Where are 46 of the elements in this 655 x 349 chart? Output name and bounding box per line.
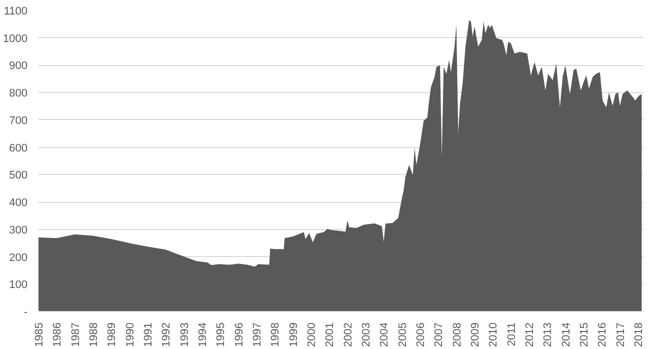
x-tick-label: 2002: [342, 322, 354, 347]
x-tick-label: 2000: [306, 322, 318, 347]
y-tick-label: 300: [9, 224, 28, 236]
y-tick-label: -: [24, 306, 28, 318]
x-tick-label: 1987: [70, 322, 82, 347]
y-tick-label: 900: [9, 60, 28, 72]
y-tick-label: 600: [9, 142, 28, 154]
x-tick-label: 2010: [488, 322, 500, 347]
x-tick-label: 2012: [524, 322, 536, 347]
y-tick-label: 1100: [4, 6, 28, 18]
y-tick-label: 800: [9, 88, 28, 100]
y-tick-label: 400: [9, 197, 28, 210]
x-tick-label: 1992: [160, 322, 173, 347]
x-tick-label: 1999: [288, 322, 300, 347]
x-tick-label: 1988: [88, 322, 100, 347]
x-tick-label: 1991: [142, 322, 155, 347]
x-tick-label: 2003: [360, 322, 373, 347]
x-tick-label: 1989: [106, 322, 118, 347]
x-tick-label: 2014: [560, 322, 572, 347]
x-tick-label: 2008: [451, 322, 464, 347]
x-tick-label: 1997: [252, 322, 264, 347]
x-tick-label: 2004: [378, 322, 391, 347]
x-tick-label: 1998: [270, 322, 282, 347]
x-tick-label: 1995: [215, 322, 228, 347]
x-tick-label: 1990: [124, 322, 136, 347]
x-tick-label: 2001: [324, 322, 336, 347]
x-tick-label: 2013: [542, 322, 554, 347]
y-tick-label: 700: [9, 114, 28, 127]
y-tick-label: 1000: [3, 32, 28, 45]
x-tick-label: 2009: [470, 322, 482, 347]
x-tick-label: 2015: [578, 322, 591, 347]
y-tick-label: 500: [9, 170, 28, 182]
x-tick-label: 1993: [178, 322, 191, 347]
x-tick-label: 2018: [633, 322, 646, 347]
x-tick-label: 2016: [596, 322, 609, 347]
x-tick-label: 1986: [52, 322, 64, 347]
x-tick-label: 1985: [34, 322, 46, 347]
x-tick-label: 2005: [396, 322, 409, 347]
x-tick-label: 2007: [433, 322, 446, 347]
x-tick-label: 2011: [506, 322, 518, 346]
y-tick-label: 100: [9, 279, 28, 292]
x-tick-label: 1996: [233, 322, 246, 347]
x-tick-label: 2017: [614, 322, 627, 347]
x-tick-label: 2006: [415, 322, 428, 347]
y-tick-label: 200: [9, 252, 28, 264]
x-tick-label: 1994: [197, 322, 210, 347]
